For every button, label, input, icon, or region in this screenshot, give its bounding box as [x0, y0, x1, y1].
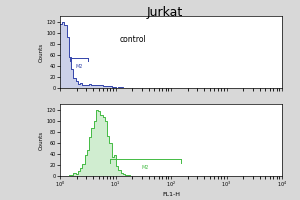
Text: Jurkat: Jurkat: [147, 6, 183, 19]
Text: M2: M2: [75, 64, 82, 69]
Y-axis label: Counts: Counts: [39, 130, 44, 150]
Y-axis label: Counts: Counts: [39, 42, 44, 62]
Text: M2: M2: [142, 165, 149, 170]
Text: control: control: [120, 35, 147, 44]
X-axis label: FL1-H: FL1-H: [162, 192, 180, 197]
